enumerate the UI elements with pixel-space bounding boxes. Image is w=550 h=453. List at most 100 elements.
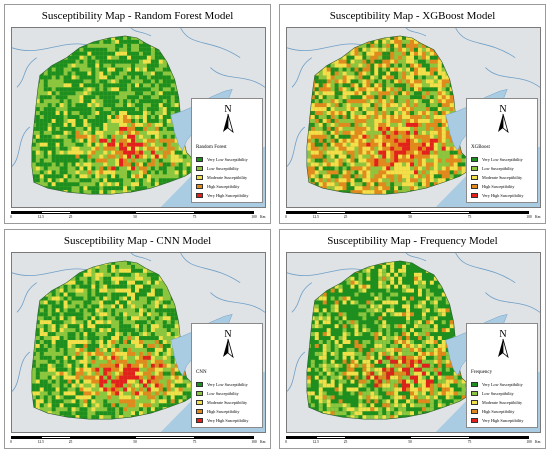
- legend-swatch: [196, 175, 203, 180]
- north-label: N: [499, 104, 506, 115]
- scale-tick-label: 75: [192, 215, 197, 219]
- north-label: N: [224, 329, 231, 340]
- scale-segment: [135, 211, 195, 214]
- legend-label: Moderate Susceptibility: [482, 175, 523, 180]
- legend-swatch: [471, 184, 478, 189]
- scale-bar: 0 12.5 25 50 75 100 Km: [10, 436, 266, 448]
- scale-tick-label: 100: [251, 215, 257, 219]
- legend-label: Very High Susceptibility: [482, 418, 524, 423]
- panel-title: Susceptibility Map - XGBoost Model: [329, 10, 496, 22]
- panel-title: Susceptibility Map - CNN Model: [63, 235, 212, 247]
- legend-model-name: CNN: [196, 370, 207, 375]
- scale-segment: [70, 211, 135, 214]
- legend-item: Low Susceptibility: [471, 389, 537, 398]
- legend-item: Very High Susceptibility: [196, 416, 262, 425]
- legend-item: Low Susceptibility: [196, 389, 262, 398]
- legend-swatch: [471, 391, 478, 396]
- legend-swatch: [196, 193, 203, 198]
- scale-tick-label: 25: [68, 440, 73, 444]
- map-panel-rf: Susceptibility Map - Random Forest Model…: [4, 4, 271, 224]
- north-label: N: [499, 329, 506, 340]
- scale-segment: [40, 436, 71, 439]
- scale-unit: Km: [260, 440, 266, 444]
- legend-swatch: [196, 166, 203, 171]
- legend-swatch: [196, 400, 203, 405]
- scale-tick-label: 0: [285, 215, 287, 219]
- legend-list: Very Low Susceptibility Low Susceptibilit…: [196, 380, 262, 425]
- legend-item: High Susceptibility: [196, 407, 262, 416]
- panel-title: Susceptibility Map - Random Forest Model: [41, 10, 234, 22]
- legend-list: Very Low Susceptibility Low Susceptibilit…: [471, 380, 537, 425]
- susceptibility-raster: [31, 260, 201, 420]
- legend-item: Very Low Susceptibility: [471, 155, 537, 164]
- legend-label: High Susceptibility: [482, 409, 515, 414]
- map-legend: N XGBoost Very Low Susceptibility Low Susce…: [466, 98, 538, 203]
- legend-label: Very High Susceptibility: [482, 193, 524, 198]
- legend-label: Moderate Susceptibility: [207, 400, 248, 405]
- scale-unit: Km: [260, 215, 266, 219]
- scale-tick-label: 100: [526, 440, 532, 444]
- legend-swatch: [471, 400, 478, 405]
- scale-tick-label: 50: [133, 215, 137, 219]
- legend-item: Moderate Susceptibility: [471, 398, 537, 407]
- scale-tick-label: 25: [343, 440, 348, 444]
- scale-tick-label: 100: [251, 440, 257, 444]
- legend-label: Moderate Susceptibility: [482, 400, 523, 405]
- scale-tick-label: 12.5: [312, 440, 319, 444]
- scale-segment: [410, 436, 470, 439]
- susceptibility-map: [287, 253, 540, 432]
- scale-tick-label: 75: [467, 215, 472, 219]
- legend-label: Moderate Susceptibility: [207, 175, 248, 180]
- scale-segment: [315, 436, 346, 439]
- scale-unit: Km: [535, 215, 541, 219]
- legend-item: Low Susceptibility: [471, 164, 537, 173]
- scale-bar: 0 12.5 25 50 75 100 Km: [10, 211, 266, 223]
- legend-item: Moderate Susceptibility: [196, 398, 262, 407]
- scale-tick-label: 25: [68, 215, 73, 219]
- scale-segment: [11, 211, 41, 214]
- scale-segment: [11, 436, 41, 439]
- legend-label: Very High Susceptibility: [207, 193, 249, 198]
- north-arrow-icon: N: [223, 329, 234, 358]
- scale-tick-label: 0: [10, 215, 12, 219]
- legend-swatch: [196, 391, 203, 396]
- legend-label: High Susceptibility: [207, 184, 240, 189]
- scale-segment: [135, 436, 195, 439]
- scale-tick-label: 100: [526, 215, 532, 219]
- legend-label: Low Susceptibility: [482, 391, 514, 396]
- map-legend: N CNN Very Low Susceptibility Low Susceptib…: [191, 323, 263, 428]
- north-arrow-icon: N: [223, 104, 234, 133]
- scale-tick-label: 0: [10, 440, 12, 444]
- map-panel-xgb: Susceptibility Map - XGBoost Model N XGBoo…: [279, 4, 546, 224]
- scale-tick-label: 50: [408, 215, 412, 219]
- legend-label: Low Susceptibility: [207, 166, 239, 171]
- scale-tick-label: 75: [467, 440, 472, 444]
- scale-tick-label: 50: [408, 440, 412, 444]
- scale-tick-label: 12.5: [312, 215, 319, 219]
- scale-segment: [410, 211, 470, 214]
- legend-item: High Susceptibility: [196, 182, 262, 191]
- scale-segment: [40, 211, 71, 214]
- legend-item: Moderate Susceptibility: [471, 173, 537, 182]
- scale-unit: Km: [535, 440, 541, 444]
- legend-item: Low Susceptibility: [196, 164, 262, 173]
- legend-swatch: [196, 157, 203, 162]
- scale-segment: [315, 211, 346, 214]
- legend-swatch: [471, 166, 478, 171]
- legend-label: Very Low Susceptibility: [207, 382, 248, 387]
- legend-swatch: [471, 193, 478, 198]
- legend-item: Very Low Susceptibility: [196, 155, 262, 164]
- map-panel-freq: Susceptibility Map - Frequency Model N Fre…: [279, 229, 546, 449]
- legend-item: Very High Susceptibility: [471, 416, 537, 425]
- legend-item: Very High Susceptibility: [471, 191, 537, 200]
- scale-tick-label: 12.5: [37, 440, 44, 444]
- legend-label: Very Low Susceptibility: [482, 157, 523, 162]
- scale-segment: [70, 436, 135, 439]
- legend-swatch: [196, 184, 203, 189]
- legend-swatch: [471, 382, 478, 387]
- panel-title: Susceptibility Map - Frequency Model: [327, 235, 498, 247]
- legend-swatch: [471, 409, 478, 414]
- legend-model-name: Frequency: [471, 370, 493, 375]
- map-panel-cnn: Susceptibility Map - CNN Model N CNN Very L…: [4, 229, 271, 449]
- legend-swatch: [196, 409, 203, 414]
